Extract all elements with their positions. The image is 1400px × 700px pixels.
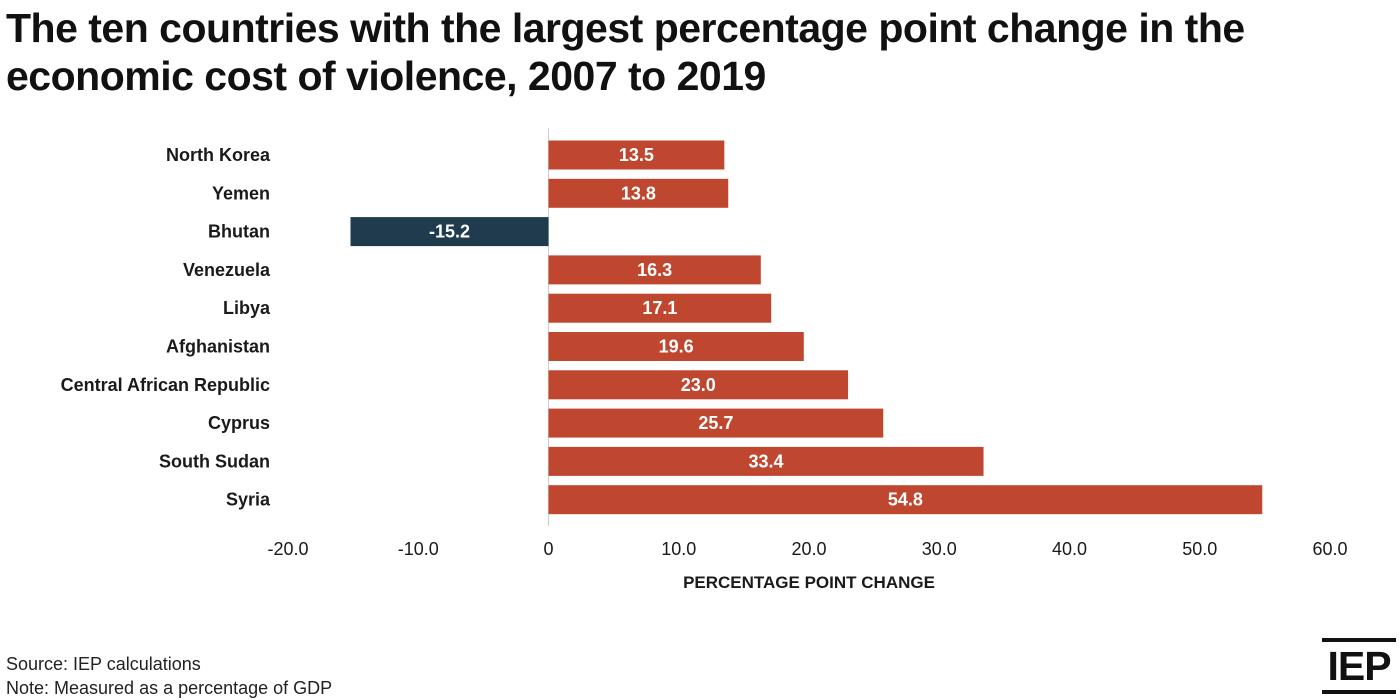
bar-data-label: 16.3 <box>637 260 672 280</box>
bar-syria <box>548 485 1263 515</box>
category-label: Cyprus <box>208 413 270 433</box>
iep-logo: IEP <box>1322 638 1396 694</box>
x-tick-label: 0 <box>543 539 553 559</box>
x-tick-label: 60.0 <box>1312 539 1347 559</box>
logo-text: IEP <box>1327 643 1391 689</box>
category-label: Yemen <box>212 183 270 203</box>
bar-yemen <box>548 178 729 208</box>
category-label: Bhutan <box>208 222 270 242</box>
measurement-note: Note: Measured as a percentage of GDP <box>6 678 333 698</box>
bar-data-label: 23.0 <box>681 375 716 395</box>
source-note: Source: IEP calculations <box>6 654 201 674</box>
bar-data-label: 13.5 <box>619 145 654 165</box>
category-label: Afghanistan <box>166 337 270 357</box>
x-tick-label: 10.0 <box>661 539 696 559</box>
chart-footer: Source: IEP calculations Note: Measured … <box>6 652 332 700</box>
logo-bottom-rule <box>1322 690 1396 694</box>
bar-data-label: 54.8 <box>888 490 923 510</box>
category-label: Venezuela <box>183 260 271 280</box>
bar-cyprus <box>548 408 884 438</box>
bar-afghanistan <box>548 332 804 361</box>
chart-title: The ten countries with the largest perce… <box>6 5 1245 99</box>
bar-south-sudan <box>548 446 984 476</box>
category-label: South Sudan <box>159 451 270 471</box>
bar-data-label: 25.7 <box>698 413 733 433</box>
bar-data-label: 19.6 <box>659 337 694 357</box>
x-axis-title: PERCENTAGE POINT CHANGE <box>683 573 935 592</box>
category-label: Libya <box>223 298 271 318</box>
x-tick-label: -20.0 <box>267 539 308 559</box>
logo-top-rule <box>1322 638 1396 642</box>
bar-central-african-republic <box>548 370 849 400</box>
bar-chart: 13.5 North Korea 13.8 Yemen -15.2 Bhutan 16.3 V… <box>61 128 1348 592</box>
category-label: North Korea <box>166 145 271 165</box>
bar-data-label: 33.4 <box>748 451 783 471</box>
category-label: Syria <box>226 490 271 510</box>
bar-north-korea <box>548 140 725 170</box>
x-tick-label: 50.0 <box>1182 539 1217 559</box>
x-tick-label: 30.0 <box>922 539 957 559</box>
bar-venezuela <box>548 255 761 285</box>
bar-libya <box>548 293 772 323</box>
x-tick-label: 40.0 <box>1052 539 1087 559</box>
bar-data-label: 17.1 <box>642 298 677 318</box>
category-label: Central African Republic <box>61 375 270 395</box>
bar-data-label: 13.8 <box>621 183 656 203</box>
x-tick-label: -10.0 <box>398 539 439 559</box>
bar-data-label: -15.2 <box>429 222 470 242</box>
x-tick-label: 20.0 <box>791 539 826 559</box>
bar-bhutan <box>350 217 549 247</box>
